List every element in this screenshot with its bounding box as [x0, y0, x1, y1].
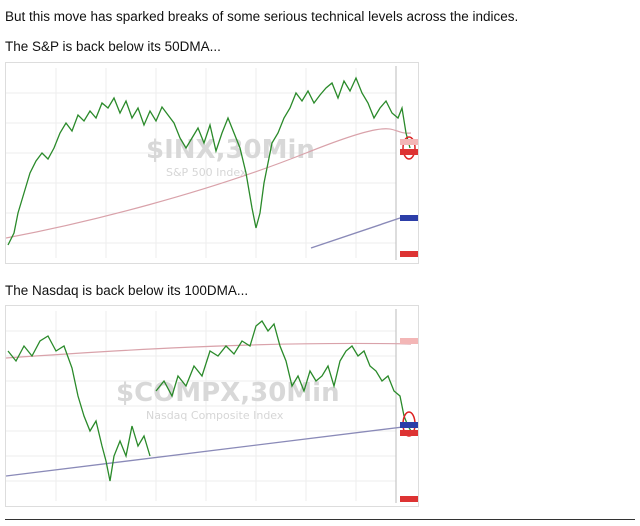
divider: [5, 519, 635, 520]
highlight-circle: [402, 136, 416, 160]
grid: [6, 68, 396, 258]
axis-tag: [400, 496, 418, 502]
moving-average: [6, 128, 412, 239]
axis-tag: [400, 215, 418, 221]
watermark: $INX,30Min: [146, 135, 315, 165]
axis-tag: [400, 430, 418, 436]
moving-average: [6, 425, 412, 477]
chart-image: $INX,30Min S&P 500 Index: [5, 62, 419, 264]
caption: The Nasdaq is back below its 100DMA...: [5, 283, 249, 298]
caption: The S&P is back below its 50DMA...: [5, 39, 221, 54]
watermark: $COMPX,30Min: [116, 378, 340, 408]
price: [7, 335, 151, 482]
moving-average: [6, 342, 412, 359]
moving-average: [310, 215, 407, 249]
axis-tag: [400, 149, 418, 155]
chart-image: $COMPX,30Min Nasdaq Composite Index: [5, 305, 419, 507]
price: [155, 320, 412, 432]
axis-tag: [400, 338, 418, 344]
watermark-subtitle: Nasdaq Composite Index: [146, 409, 284, 422]
watermark-subtitle: S&P 500 Index: [166, 166, 247, 179]
axis-tag: [400, 251, 418, 257]
axis-tag: [400, 139, 418, 145]
price: [7, 76, 411, 246]
axis-tag: [400, 422, 418, 428]
intro-text: But this move has sparked breaks of some…: [5, 9, 519, 24]
